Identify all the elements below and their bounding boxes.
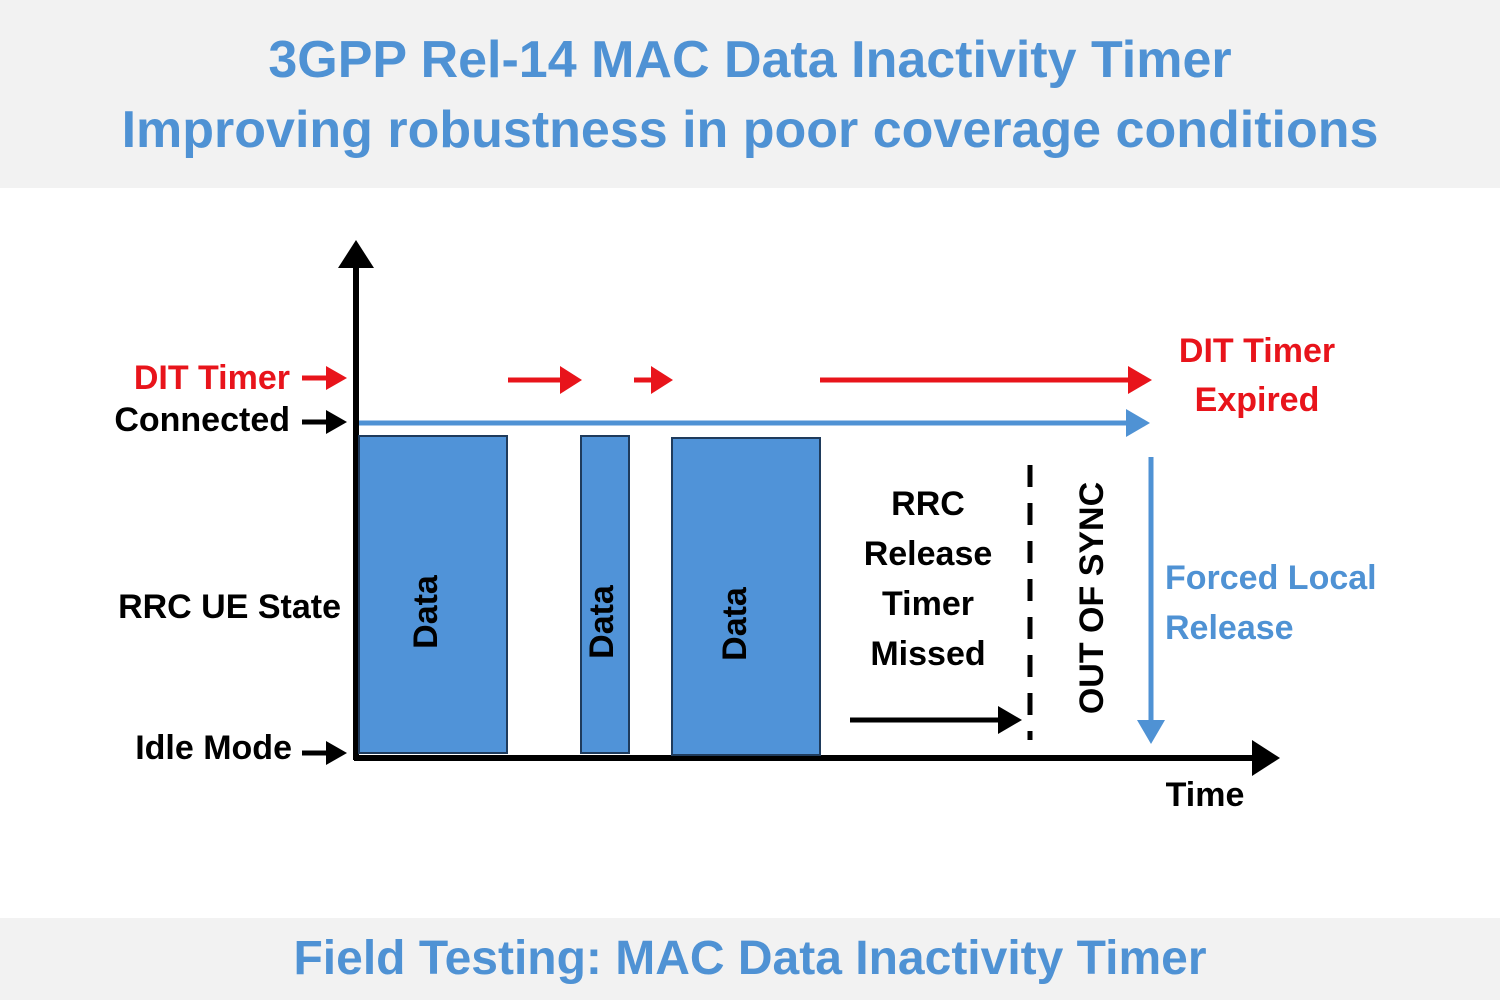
header-band (0, 0, 1500, 188)
connected-line-arrowhead (1126, 409, 1150, 437)
x-axis-label: Time (1166, 776, 1245, 814)
dit-arrow-1-head (560, 366, 582, 394)
dit-arrow-3-head (1128, 366, 1152, 394)
data-block-2 (580, 435, 630, 754)
x-axis-arrowhead (1252, 740, 1280, 776)
dit-arrow-2-head (651, 366, 673, 394)
footer-band (0, 918, 1500, 1000)
rrc-release-line-2: Release (864, 535, 993, 573)
rrc-release-arrow-head (998, 706, 1022, 734)
rrc-release-line-3: Timer (882, 585, 974, 623)
dit-expired-line-1: DIT Timer (1179, 332, 1335, 370)
rrc-release-line-4: Missed (870, 635, 985, 673)
forced-release-line-2: Release (1165, 609, 1294, 647)
data-block-1-label: Data (407, 574, 445, 649)
dit-timer-axis-label: DIT Timer (134, 359, 290, 397)
y-axis-arrowhead (338, 240, 374, 268)
forced-release-line-1: Forced Local (1165, 559, 1377, 597)
idle-mode-axis-label: Idle Mode (135, 729, 292, 767)
forced-release-arrow-head (1137, 720, 1165, 744)
title-line-1: 3GPP Rel-14 MAC Data Inactivity Timer (268, 31, 1232, 89)
data-block-2-label: Data (583, 584, 621, 659)
connected-axis-label: Connected (114, 401, 290, 439)
data-block-3-label: Data (716, 586, 754, 661)
title-line-2: Improving robustness in poor coverage co… (121, 101, 1379, 159)
out-of-sync-label: OUT OF SYNC (1073, 482, 1111, 714)
connected-pointer-head (326, 410, 347, 434)
rrc-ue-state-label: RRC UE State (118, 588, 341, 626)
dit-expired-line-2: Expired (1195, 381, 1320, 419)
rrc-release-line-1: RRC (891, 485, 965, 523)
data-block-1 (358, 435, 508, 754)
dit-timer-pointer-head (326, 366, 347, 390)
footer-text: Field Testing: MAC Data Inactivity Timer (293, 932, 1207, 985)
idle-mode-pointer-head (326, 741, 347, 765)
data-block-3 (671, 437, 821, 756)
